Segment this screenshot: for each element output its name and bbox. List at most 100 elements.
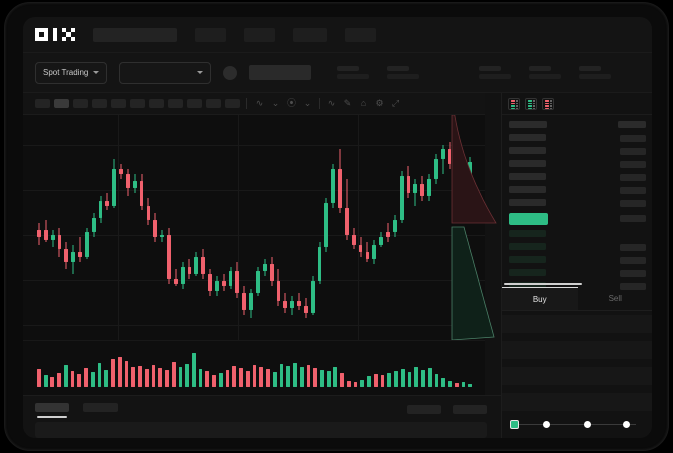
tab-open-orders[interactable] (35, 403, 69, 418)
timeframe-button-0[interactable] (35, 99, 50, 108)
tab-sell[interactable]: Sell (578, 287, 653, 310)
candle-55 (413, 115, 418, 340)
stat-24h-high-value (479, 74, 512, 79)
spot-trading-label: Spot Trading (43, 68, 89, 77)
timeframe-button-9[interactable] (206, 99, 221, 108)
tab-buy[interactable]: Buy (502, 287, 578, 310)
slider-handle[interactable] (510, 420, 519, 429)
candle-20 (173, 115, 178, 340)
volume-bar-49 (367, 376, 371, 387)
candle-51 (386, 115, 390, 340)
bottom-action-2[interactable] (453, 405, 487, 414)
nav-item-3[interactable] (293, 27, 327, 42)
nav-item-1[interactable] (195, 27, 226, 42)
orderbook-ask-qty-5 (620, 199, 646, 207)
more-dropdown-icon[interactable]: ⌄ (303, 98, 312, 108)
candle-body (386, 232, 390, 238)
volume-bar-13 (124, 361, 129, 387)
ob-mode-asks-icon[interactable] (542, 97, 554, 110)
orderbook-bid-row-3[interactable] (509, 269, 546, 276)
volume-bar-29 (232, 366, 237, 387)
pencil-icon[interactable]: ✎ (343, 98, 352, 108)
candle-body (214, 281, 219, 291)
candle-37 (290, 115, 295, 340)
slider-step-75[interactable] (623, 421, 630, 428)
ob-mode-both-icon[interactable] (508, 97, 520, 110)
nav-item-4[interactable] (345, 27, 376, 42)
candle-body (98, 200, 103, 218)
candle-62 (461, 115, 466, 340)
amount-field[interactable] (502, 367, 652, 385)
settings-gear-icon[interactable]: ⚙ (375, 98, 384, 108)
candle-40 (310, 115, 315, 340)
orderbook-bid-row-0[interactable] (509, 230, 546, 237)
volume-histogram[interactable] (23, 340, 485, 395)
order-book-scrollbar[interactable] (504, 283, 582, 285)
orderbook-ask-row-4[interactable] (509, 186, 546, 193)
timeframe-button-8[interactable] (187, 99, 202, 108)
spot-trading-selector[interactable]: Spot Trading (35, 61, 108, 84)
timeframe-button-5[interactable] (130, 99, 145, 108)
indicators-icon[interactable]: ∿ (255, 98, 264, 108)
timeframe-button-2[interactable] (73, 99, 88, 108)
candle-body (221, 281, 226, 287)
candle-body (167, 234, 171, 279)
camera-icon[interactable]: ⌂ (360, 98, 367, 108)
bottom-action-1[interactable] (407, 405, 441, 414)
candle-body (297, 300, 301, 306)
chart-type-icon[interactable]: ⦿ (286, 98, 296, 108)
order-book[interactable] (502, 115, 652, 290)
volume-bar-3 (57, 373, 61, 387)
volume-bar-26 (212, 375, 216, 387)
candle-17 (153, 115, 158, 340)
price-candlestick-chart[interactable] (23, 115, 485, 340)
order-type-field[interactable] (502, 315, 652, 333)
slider-step-25[interactable] (543, 421, 550, 428)
timeframe-button-3[interactable] (92, 99, 107, 108)
orderbook-ask-row-1[interactable] (509, 147, 546, 154)
okx-logo[interactable] (35, 28, 75, 41)
price-field[interactable] (502, 341, 652, 359)
orderbook-ask-row-5[interactable] (509, 199, 546, 206)
tab-order-history[interactable] (83, 403, 118, 412)
orderbook-ask-row-2[interactable] (509, 160, 546, 167)
timeframe-button-6[interactable] (149, 99, 164, 108)
orderbook-bid-row-4[interactable] (509, 282, 546, 289)
total-field[interactable] (502, 393, 652, 411)
fullscreen-icon[interactable]: ⤢ (391, 98, 400, 108)
volume-bar-32 (252, 365, 257, 387)
timeframe-button-7[interactable] (168, 99, 183, 108)
amount-slider[interactable] (510, 420, 640, 430)
candle-body (105, 200, 110, 206)
candle-body (119, 168, 123, 174)
candle-body (50, 234, 55, 240)
orderbook-bid-row-1[interactable] (509, 243, 546, 250)
orderbook-ask-row-0[interactable] (509, 134, 546, 141)
volume-bar-52 (387, 373, 392, 387)
orderbook-bid-row-2[interactable] (509, 256, 546, 263)
volume-bar-59 (434, 374, 439, 387)
candle-body (454, 159, 459, 165)
volume-bar-18 (158, 368, 163, 387)
candle-body (344, 207, 349, 235)
candle-body (324, 203, 329, 248)
compare-icon[interactable]: ⌄ (271, 98, 280, 108)
volume-bar-6 (77, 374, 82, 387)
orderbook-header-price (509, 121, 547, 128)
pair-selector[interactable] (119, 61, 212, 84)
line-tool-icon[interactable]: ∿ (327, 98, 336, 108)
slider-step-50[interactable] (584, 421, 591, 428)
timeframe-button-1[interactable] (54, 99, 69, 108)
orderbook-ask-row-3[interactable] (509, 173, 546, 180)
stat-24h-volume-value (579, 74, 612, 79)
timeframe-button-4[interactable] (111, 99, 126, 108)
nav-item-2[interactable] (244, 27, 275, 42)
volume-bar-25 (205, 371, 210, 387)
candle-61 (454, 115, 459, 340)
candle-13 (125, 115, 130, 340)
app-window: OKX Spot Trading ∿ ⌄ ⦿ ⌄ ∿ ✎ ⌂ ⚙ ⤢ (23, 17, 652, 438)
ob-mode-bids-icon[interactable] (525, 97, 537, 110)
timeframe-button-10[interactable] (225, 99, 240, 108)
nav-search[interactable] (93, 27, 177, 42)
candle-body (365, 251, 370, 260)
